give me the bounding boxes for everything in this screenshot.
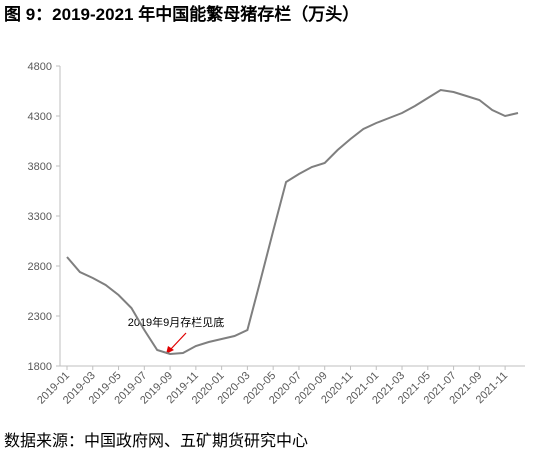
annotation-arrowhead: [166, 346, 174, 354]
annotation: 2019年9月存栏见底: [128, 315, 225, 329]
source: 数据来源：中国政府网、五矿期货研究中心: [4, 432, 308, 450]
y-tick-label: 4300: [28, 111, 52, 123]
y-tick-label: 3800: [28, 161, 52, 173]
chart-title: 图 9：2019-2021 年中国能繁母猪存栏（万头）: [4, 4, 359, 24]
y-tick-label: 2800: [28, 261, 52, 273]
y-tick-label: 3300: [28, 211, 52, 223]
y-tick-label: 1800: [28, 361, 52, 373]
y-tick-label: 4800: [28, 61, 52, 73]
data-line: [66, 88, 519, 356]
annotation-arrow: [169, 332, 187, 351]
y-tick-label: 2300: [28, 311, 52, 323]
